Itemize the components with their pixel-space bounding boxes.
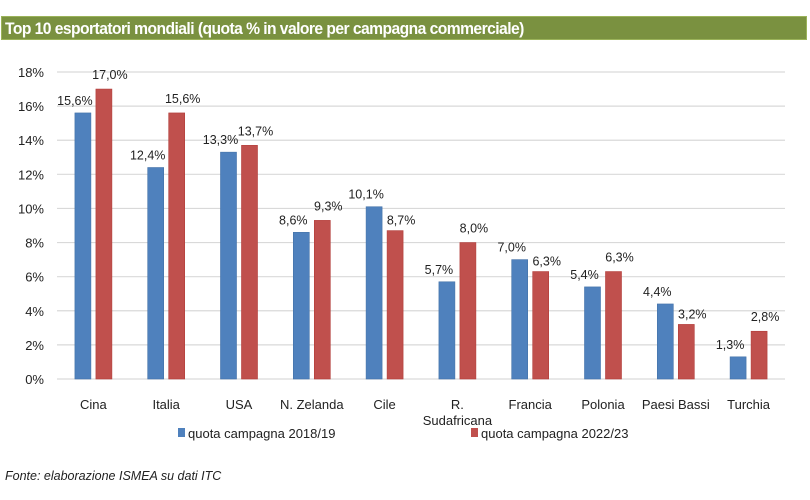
data-label: 3,2% <box>678 307 707 321</box>
y-tick-label: 10% <box>18 201 44 216</box>
y-tick-label: 14% <box>18 133 44 148</box>
data-label: 6,3% <box>532 255 561 269</box>
bar-2022-23 <box>677 324 695 380</box>
bar-2022-23 <box>605 271 622 380</box>
data-label: 8,7% <box>387 214 416 228</box>
y-tick-label: 0% <box>25 372 44 387</box>
x-tick-label: Cile <box>373 397 395 412</box>
data-label: 5,4% <box>570 268 599 282</box>
data-label: 12,4% <box>130 149 165 163</box>
x-tick-label: Cina <box>80 397 108 412</box>
y-tick-label: 6% <box>25 270 44 285</box>
x-tick-label: Sudafricana <box>423 413 493 428</box>
y-tick-label: 4% <box>25 304 44 319</box>
y-tick-label: 8% <box>25 236 44 251</box>
bar-2018-19 <box>729 356 747 380</box>
x-tick-label: Italia <box>152 397 180 412</box>
bar-2022-23 <box>95 88 113 380</box>
data-label: 15,6% <box>57 94 92 108</box>
data-label: 1,3% <box>716 338 745 352</box>
x-tick-label: Paesi Bassi <box>642 397 710 412</box>
legend-swatch <box>178 428 185 437</box>
x-tick-label: N. Zelanda <box>280 397 344 412</box>
data-label: 13,3% <box>203 133 238 147</box>
data-label: 17,0% <box>92 68 127 82</box>
x-tick-label: USA <box>226 397 253 412</box>
x-tick-label: Polonia <box>581 397 625 412</box>
source-note: Fonte: elaborazione ISMEA su dati ITC <box>5 469 222 483</box>
bar-2018-19 <box>584 286 601 380</box>
y-tick-label: 16% <box>18 99 44 114</box>
y-tick-label: 18% <box>18 65 44 80</box>
legend-label: quota campagna 2022/23 <box>481 426 628 441</box>
bar-2018-19 <box>220 151 237 380</box>
legend-label: quota campagna 2018/19 <box>188 426 335 441</box>
bar-2022-23 <box>386 230 404 380</box>
data-label: 15,6% <box>165 92 200 106</box>
chart-title: Top 10 esportatori mondiali (quota % in … <box>5 19 524 38</box>
data-label: 8,6% <box>279 213 308 227</box>
data-label: 8,0% <box>460 222 489 236</box>
bar-2018-19 <box>511 259 529 380</box>
chart-title-bar: Top 10 esportatori mondiali (quota % in … <box>1 16 807 40</box>
x-tick-label: Turchia <box>727 397 771 412</box>
bar-2018-19 <box>74 112 92 380</box>
bar-2022-23 <box>313 220 331 380</box>
bar-2018-19 <box>147 167 164 380</box>
x-tick-label: R. <box>451 397 464 412</box>
bar-2022-23 <box>750 330 768 380</box>
data-label: 4,4% <box>643 285 672 299</box>
bar-2022-23 <box>241 145 258 380</box>
x-tick-label: Francia <box>509 397 553 412</box>
data-label: 13,7% <box>238 124 273 138</box>
bar-2022-23 <box>532 271 550 380</box>
bar-2022-23 <box>459 242 477 380</box>
data-label: 10,1% <box>348 188 383 202</box>
y-tick-label: 12% <box>18 167 44 182</box>
data-label: 6,3% <box>605 251 634 265</box>
data-label: 5,7% <box>425 263 454 277</box>
y-tick-label: 2% <box>25 338 44 353</box>
data-label: 7,0% <box>497 241 526 255</box>
data-label: 9,3% <box>314 199 343 213</box>
data-label: 2,8% <box>751 310 780 324</box>
bar-2018-19 <box>365 206 383 380</box>
bar-2022-23 <box>168 112 185 380</box>
legend-swatch <box>471 428 478 437</box>
bar-2018-19 <box>438 281 456 380</box>
bar-2018-19 <box>292 232 310 380</box>
bar-2018-19 <box>656 303 674 380</box>
